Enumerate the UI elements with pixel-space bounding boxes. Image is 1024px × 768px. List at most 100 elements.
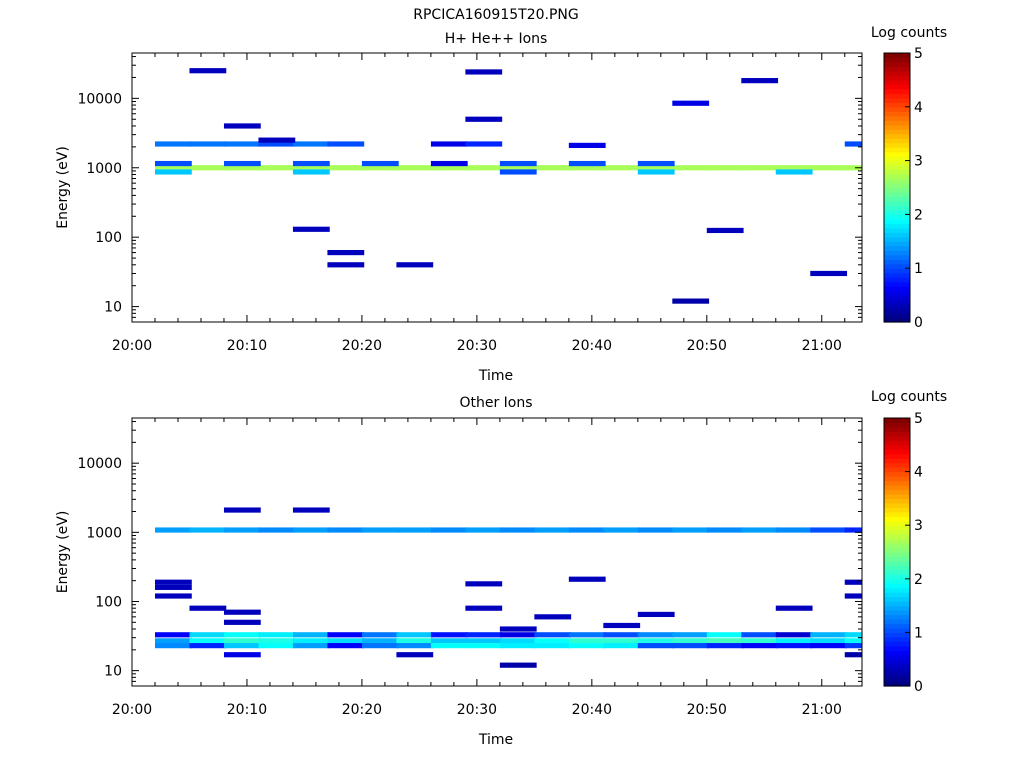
heatmap-cell [534,527,572,533]
heatmap-cell [154,579,192,585]
heatmap-cell [430,643,468,649]
colorbar-gradient-step [884,458,910,464]
heatmap-cell [568,632,606,638]
heatmap-cell [327,643,365,649]
heatmap-cell [603,622,641,629]
heatmap-cell [810,632,848,638]
colorbar-gradient-step [884,223,910,229]
colorbar-gradient-step [884,462,910,468]
heatmap-cell [189,68,227,74]
colorbar-gradient-step [884,547,910,553]
heatmap-cell [361,638,399,644]
colorbar-gradient-step [884,299,910,305]
heatmap-cell [603,643,641,649]
panel-other-ions: 20:00 20:10 20:20 20:30 20:40 20:50 21:0010100… [55,389,947,748]
colorbar-gradient-step [884,485,910,491]
colorbar-gradient-step [884,57,910,63]
heatmap-cell [499,626,537,632]
colorbar-gradient-step [884,106,910,112]
heatmap-cell [844,141,862,147]
colorbar-gradient-step [884,133,910,139]
colorbar: 0 1 2 3 4 5 Log counts [871,25,947,331]
y-tick-label: 100 [95,230,122,246]
x-tick-label: 20:00 [112,338,152,354]
heatmap-cell [430,638,468,644]
heatmap-cell [568,638,606,644]
heatmap-cell [361,632,399,638]
heatmap-cell [775,165,813,171]
heatmap-cell [189,632,227,638]
colorbar-tick-label: 4 [914,100,923,116]
heatmap-cell [741,165,779,171]
heatmap-cell [534,643,572,649]
x-tick-label: 20:20 [342,338,382,354]
heatmap-cell [292,643,330,649]
heatmap-cell [568,160,606,167]
colorbar-gradient-step [884,66,910,72]
heatmap-cell [706,527,744,533]
heatmap-cell [637,165,675,171]
colorbar-gradient-step [884,552,910,558]
heatmap-cell [361,527,399,533]
heatmap-cell [810,270,848,277]
heatmap-cell [430,165,468,171]
colorbar-gradient-step [884,97,910,103]
heatmap-cell [361,165,399,171]
heatmap-cell [465,581,503,587]
x-tick-label: 20:40 [572,338,612,354]
colorbar-gradient-step [884,165,910,171]
colorbar-gradient-step [884,295,910,301]
colorbar-gradient-step [884,209,910,215]
colorbar-gradient-step [884,160,910,166]
colorbar-gradient-step [884,53,910,59]
y-tick-label: 1000 [86,161,122,177]
colorbar-gradient-step [884,440,910,446]
heatmap-cell [396,632,434,638]
heatmap-cell [603,632,641,638]
heatmap-cell [154,593,192,599]
heatmap-cell [499,632,537,638]
heatmap-cell [534,638,572,644]
heatmap-cell [706,643,744,649]
heatmap-cell [844,638,862,644]
colorbar-gradient-step [884,668,910,674]
colorbar-tick-label: 3 [914,154,923,170]
heatmap-cell [741,643,779,649]
heatmap-cell [810,643,848,649]
heatmap-cell [499,160,537,167]
heatmap-cell [844,165,862,171]
heatmap-cell [637,638,675,644]
colorbar-gradient-step [884,529,910,535]
heatmap-cell [775,605,813,611]
heatmap-cell [189,165,227,171]
heatmap-cell [706,227,744,234]
colorbar-tick-label: 2 [914,572,923,588]
colorbar-gradient-step [884,281,910,287]
plot-frame [131,52,863,323]
heatmap-cell [499,165,537,171]
heatmap-cell [844,643,862,649]
x-tick-label: 20:20 [342,702,382,718]
heatmap-cell [741,632,779,638]
heatmap-cell [775,638,813,644]
y-tick-label: 10 [104,300,122,316]
colorbar-gradient-step [884,543,910,549]
heatmap-cell [396,643,434,649]
heatmap-cell [775,169,813,175]
colorbar-gradient-step [884,659,910,665]
heatmap-cell [327,262,365,268]
heatmap-cell [396,652,434,658]
colorbar-gradient-step [884,632,910,638]
colorbar-gradient-step [884,583,910,589]
heatmap-cell [499,527,537,533]
heatmap-cell [672,638,710,644]
x-tick-label: 20:30 [457,338,497,354]
x-tick-label: 20:50 [687,338,727,354]
colorbar-gradient-step [884,75,910,81]
heatmap-cell [292,226,330,232]
colorbar-gradient-step [884,493,910,499]
colorbar: 0 1 2 3 4 5 Log counts [871,389,947,695]
heatmap-cell [534,165,572,171]
heatmap-cell [672,632,710,638]
colorbar-gradient-step [884,227,910,233]
